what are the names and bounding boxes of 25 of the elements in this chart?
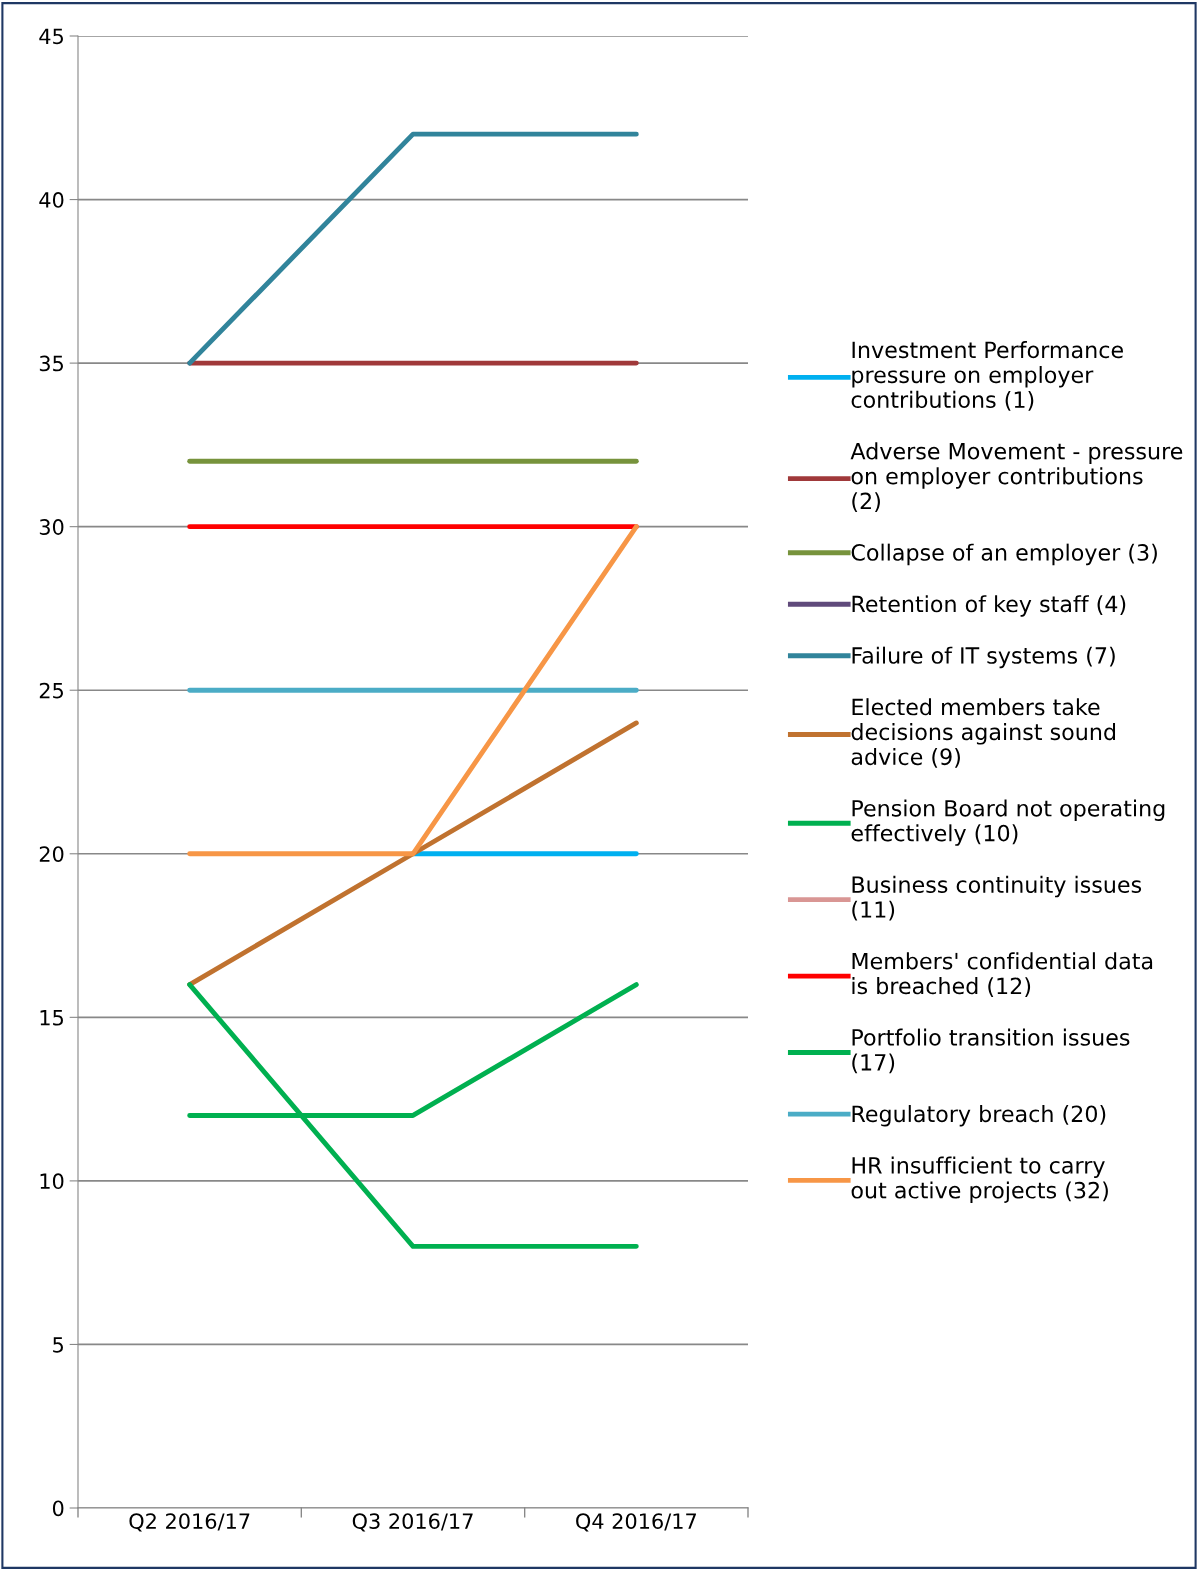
legend-label: Members' confidential data is breached (12) [852, 952, 1153, 997]
legend-label: Pension Board not operating effectively (10) [851, 799, 1165, 846]
y-tick-label: 15 [40, 1010, 63, 1026]
legend-label: Portfolio transition issues (17) [852, 1028, 1130, 1074]
legend-label: Regulatory breach (20) [852, 1105, 1106, 1127]
x-tick-label: Q2 2016/17 [129, 1513, 250, 1532]
y-tick-label: 10 [40, 1173, 64, 1190]
x-tick-label: Q3 2016/17 [352, 1513, 473, 1532]
x-tick-label: Q4 2016/17 [576, 1513, 696, 1532]
y-tick-label: 35 [39, 355, 63, 372]
y-tick-label: 25 [39, 682, 63, 699]
y-tick-label: 0 [52, 1500, 64, 1517]
legend-label: Collapse of an employer (3) [851, 543, 1157, 566]
legend-label: HR insufficient to carry out active projects (32) [851, 1156, 1108, 1203]
legend-label: Failure of IT systems (7) [852, 646, 1115, 669]
legend-label: Elected members take decisions against sound advice (9) [851, 698, 1116, 768]
legend-label: Business continuity issues (11) [852, 875, 1142, 921]
legend-label: Adverse Movement - pressure on employer contributions (2) [850, 442, 1183, 512]
y-tick-label: 30 [39, 519, 64, 535]
legend-label: Retention of key staff (4) [852, 595, 1126, 617]
y-tick-label: 5 [53, 1337, 63, 1353]
legend-label: Investment Performance pressure on employer contributions (1) [851, 341, 1123, 411]
y-tick-label: 20 [39, 846, 64, 862]
y-tick-label: 40 [39, 192, 64, 208]
y-tick-label: 45 [39, 28, 63, 45]
